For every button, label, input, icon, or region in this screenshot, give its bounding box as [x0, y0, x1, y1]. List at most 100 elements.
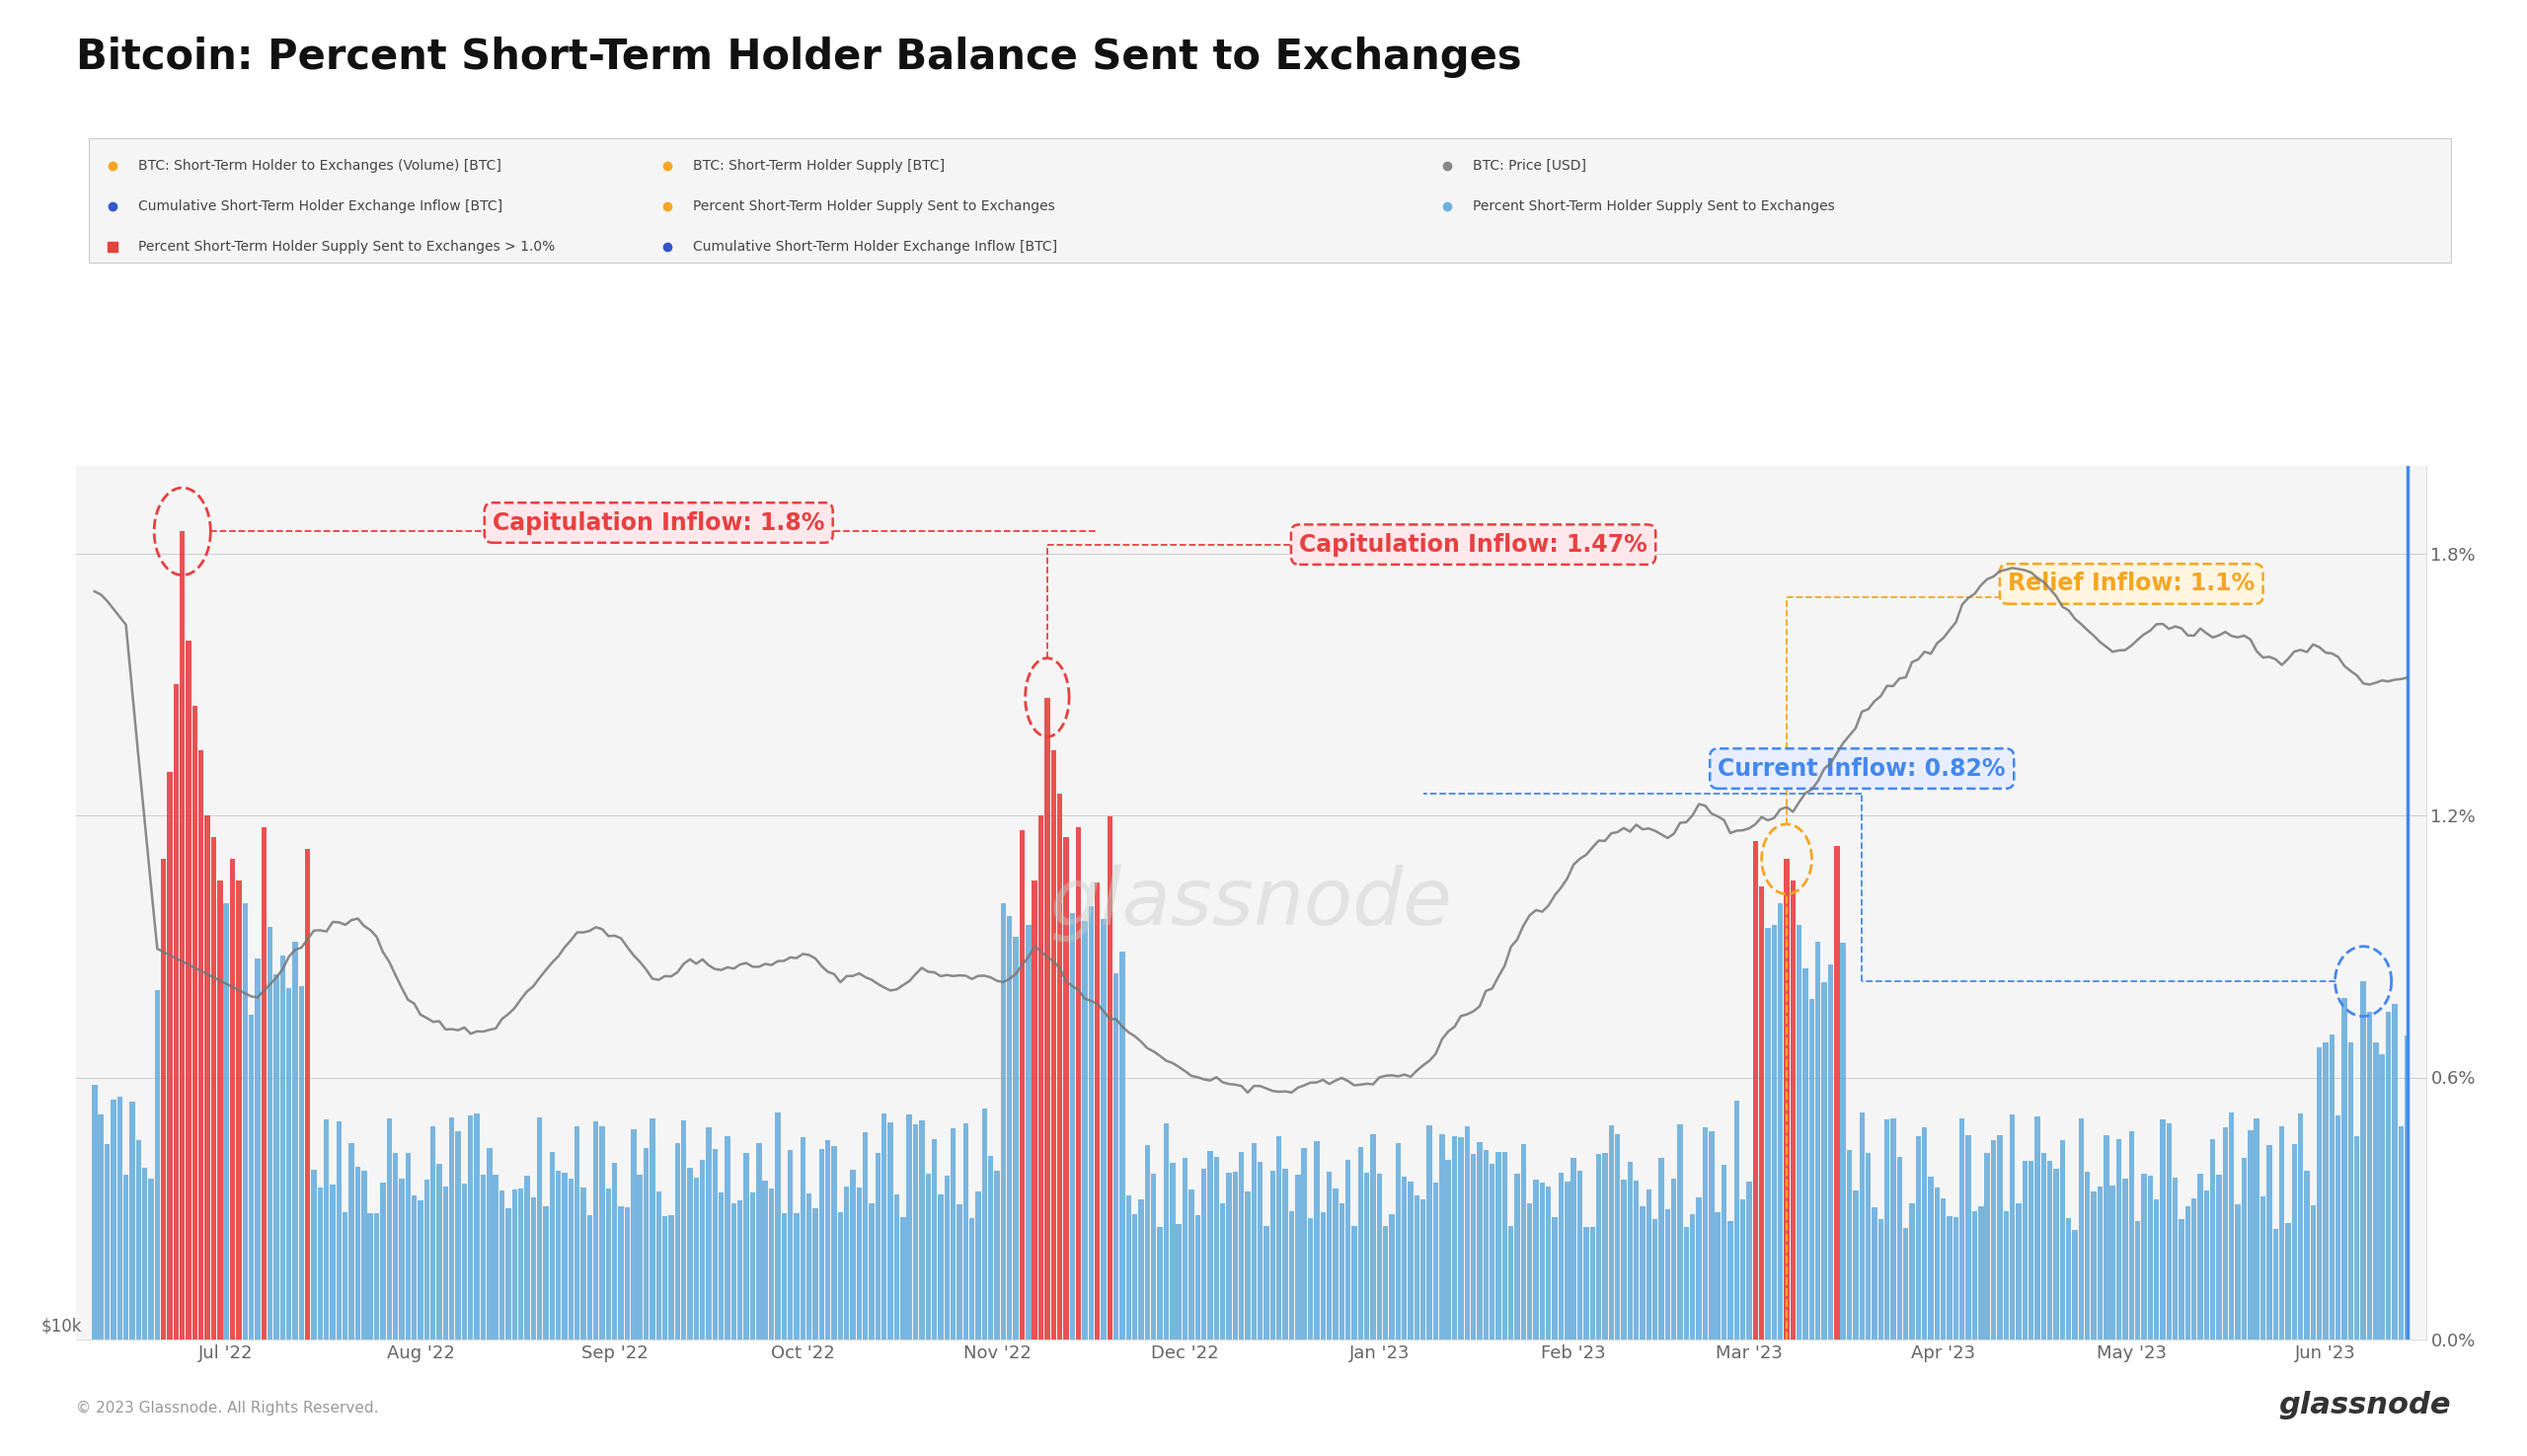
Bar	[657, 1191, 662, 1340]
Bar	[268, 926, 273, 1340]
Bar	[1622, 1179, 1627, 1340]
Bar	[1577, 1171, 1582, 1340]
Bar	[1221, 1203, 1226, 1340]
Bar	[1873, 1207, 1878, 1340]
Bar	[569, 1178, 574, 1340]
Bar	[1408, 1182, 1413, 1340]
Bar	[801, 1137, 806, 1340]
Bar	[2092, 1191, 2097, 1340]
Bar	[488, 1149, 493, 1340]
Bar	[230, 859, 235, 1340]
Bar	[1390, 1214, 1395, 1340]
Bar	[1936, 1187, 1941, 1340]
Bar	[162, 859, 167, 1340]
Bar	[344, 1213, 349, 1340]
Bar	[950, 1128, 955, 1340]
Bar	[104, 1144, 109, 1340]
Bar	[1683, 1227, 1688, 1340]
Bar	[500, 1190, 505, 1340]
Bar	[1200, 1169, 1205, 1340]
Bar	[1597, 1153, 1602, 1340]
Bar	[493, 1175, 498, 1340]
Bar	[1246, 1191, 1251, 1340]
Bar	[1195, 1216, 1200, 1340]
Bar	[1119, 952, 1125, 1340]
Bar	[1802, 968, 1809, 1340]
Bar	[2128, 1131, 2133, 1340]
Bar	[1476, 1143, 1483, 1340]
Bar	[763, 1181, 768, 1340]
Bar	[1865, 1153, 1870, 1340]
Bar	[1289, 1211, 1294, 1340]
Bar	[1721, 1165, 1726, 1340]
Bar	[1188, 1190, 1193, 1340]
Bar	[1284, 1168, 1289, 1340]
Bar	[1779, 903, 1784, 1340]
Bar	[561, 1174, 566, 1340]
Bar	[2080, 1118, 2085, 1340]
Bar	[1615, 1134, 1620, 1340]
Bar	[844, 1187, 849, 1340]
Bar	[2029, 1160, 2034, 1340]
Text: Capitulation Inflow: 1.47%: Capitulation Inflow: 1.47%	[1299, 533, 1648, 556]
Bar	[286, 987, 291, 1340]
Bar	[1741, 1200, 1746, 1340]
Bar	[1018, 830, 1026, 1340]
Bar	[298, 986, 303, 1340]
Bar	[1928, 1176, 1933, 1340]
Bar	[1226, 1174, 1231, 1340]
Bar	[1602, 1153, 1607, 1340]
Bar	[2072, 1230, 2077, 1340]
Bar	[1102, 919, 1107, 1340]
Bar	[1114, 973, 1119, 1340]
Bar	[192, 706, 197, 1340]
Bar	[1433, 1184, 1438, 1340]
Bar	[2017, 1204, 2022, 1340]
Bar	[1213, 1158, 1218, 1340]
Bar	[2153, 1200, 2158, 1340]
Bar	[1420, 1200, 1425, 1340]
Bar	[99, 1114, 104, 1340]
Bar	[2249, 1130, 2254, 1340]
Bar	[260, 827, 265, 1340]
Bar	[1809, 999, 1814, 1340]
Bar	[2368, 1012, 2373, 1340]
Bar	[323, 1120, 329, 1340]
Bar	[1233, 1172, 1238, 1340]
Bar	[725, 1136, 730, 1340]
Bar	[1728, 1222, 1734, 1340]
Bar	[442, 1187, 447, 1340]
Bar	[2173, 1178, 2178, 1340]
Bar	[975, 1191, 980, 1340]
Bar	[900, 1217, 905, 1340]
Bar	[670, 1214, 675, 1340]
Bar	[1746, 1181, 1751, 1340]
Bar	[412, 1195, 417, 1340]
Bar	[1521, 1144, 1526, 1340]
Bar	[2284, 1223, 2289, 1340]
Bar	[2115, 1140, 2123, 1340]
Bar	[1077, 827, 1082, 1340]
Bar	[379, 1182, 387, 1340]
Bar	[2102, 1136, 2110, 1340]
Bar	[1509, 1226, 1514, 1340]
Bar	[1910, 1204, 1915, 1340]
Bar	[2191, 1198, 2196, 1340]
Bar	[1327, 1172, 1332, 1340]
Bar	[2224, 1127, 2229, 1340]
Bar	[1703, 1127, 1708, 1340]
Bar	[1734, 1101, 1739, 1340]
Bar	[2198, 1174, 2204, 1340]
Text: BTC: Short-Term Holder Supply [BTC]: BTC: Short-Term Holder Supply [BTC]	[692, 159, 945, 172]
Bar	[1013, 936, 1018, 1340]
Text: Cumulative Short-Term Holder Exchange Inflow [BTC]: Cumulative Short-Term Holder Exchange In…	[139, 199, 503, 213]
Bar	[718, 1192, 723, 1340]
Bar	[212, 837, 217, 1340]
Bar	[2135, 1222, 2140, 1340]
Bar	[945, 1176, 950, 1340]
Bar	[187, 641, 192, 1340]
Bar	[91, 1085, 96, 1340]
Bar	[2236, 1204, 2241, 1340]
Bar	[425, 1179, 430, 1340]
Bar	[536, 1117, 543, 1340]
